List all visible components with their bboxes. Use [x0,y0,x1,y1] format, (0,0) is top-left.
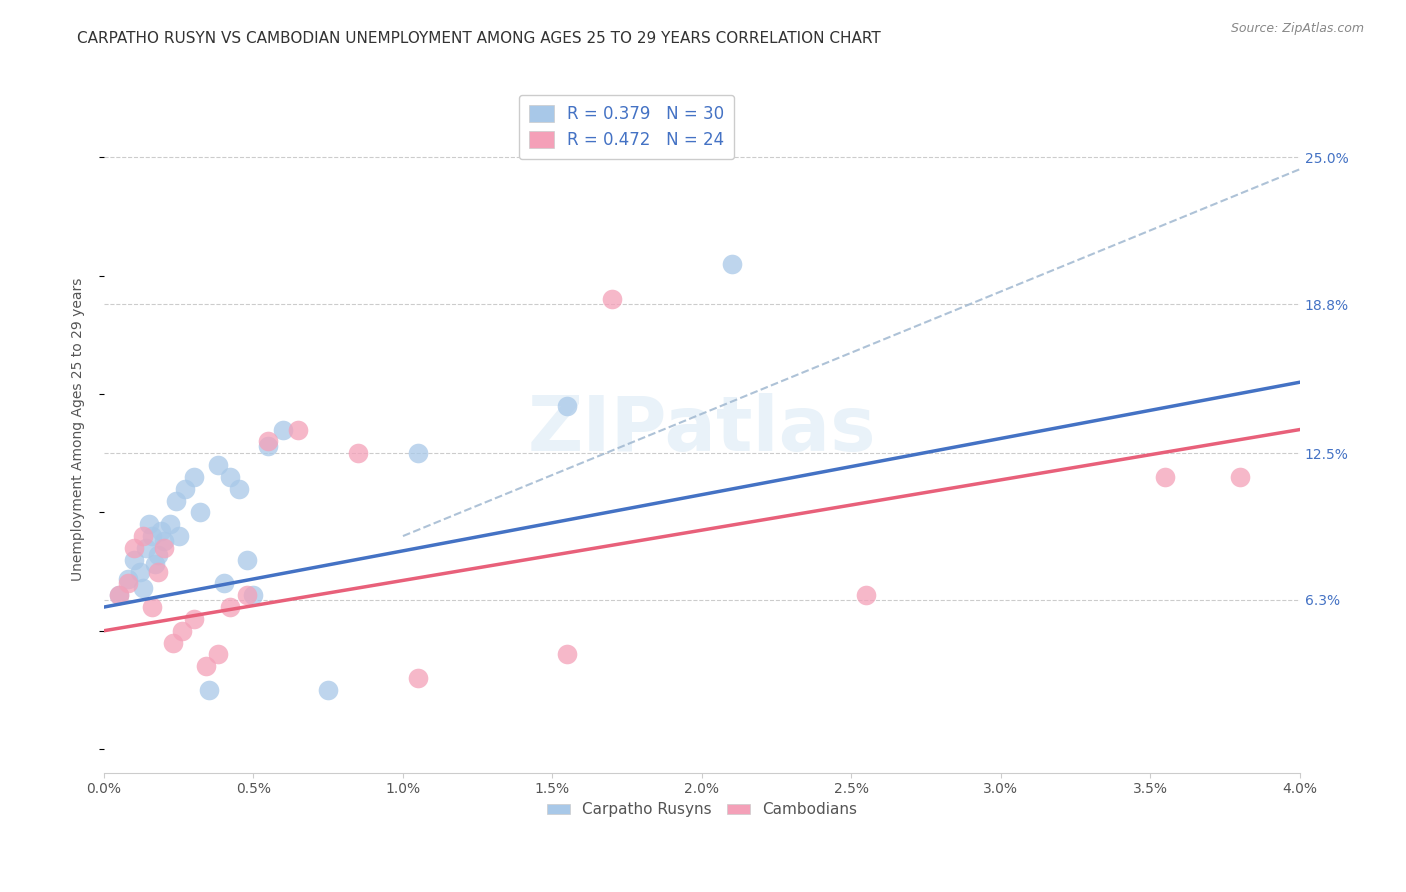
Point [236,588,259,602]
Point [228,482,250,496]
Text: CARPATHO RUSYN VS CAMBODIAN UNEMPLOYMENT AMONG AGES 25 TO 29 YEARS CORRELATION C: CARPATHO RUSYN VS CAMBODIAN UNEMPLOYMENT… [77,31,882,46]
Legend: Carpatho Rusyns, Cambodians: Carpatho Rusyns, Cambodians [541,797,863,823]
Point [122,552,145,566]
Text: ZIPatlas: ZIPatlas [527,392,876,467]
Point [183,612,205,626]
Point [207,458,229,472]
Point [183,470,205,484]
Point [316,682,339,697]
Point [406,671,429,685]
Point [197,682,219,697]
Point [152,533,174,548]
Point [855,588,877,602]
Point [108,588,131,602]
Point [557,648,579,662]
Point [257,439,280,453]
Point [1229,470,1251,484]
Point [122,541,145,555]
Point [207,648,229,662]
Point [273,423,295,437]
Point [143,558,166,572]
Point [257,434,280,449]
Point [162,635,184,649]
Point [406,446,429,460]
Point [242,588,264,602]
Point [287,423,309,437]
Point [1154,470,1177,484]
Point [132,581,155,595]
Point [720,257,742,271]
Point [141,529,163,543]
Point [128,565,150,579]
Point [173,482,195,496]
Y-axis label: Unemployment Among Ages 25 to 29 years: Unemployment Among Ages 25 to 29 years [72,278,86,582]
Point [138,517,160,532]
Point [212,576,235,591]
Point [194,659,217,673]
Point [557,399,579,413]
Point [167,529,190,543]
Point [170,624,193,638]
Point [108,588,131,602]
Point [149,524,172,539]
Point [132,529,155,543]
Point [117,576,139,591]
Point [600,293,623,307]
Point [117,572,139,586]
Point [135,541,157,555]
Point [165,493,187,508]
Point [146,565,169,579]
Point [236,552,259,566]
Text: Source: ZipAtlas.com: Source: ZipAtlas.com [1230,22,1364,36]
Point [159,517,181,532]
Point [347,446,370,460]
Point [188,505,211,519]
Point [218,600,240,615]
Point [218,470,240,484]
Point [141,600,163,615]
Point [146,548,169,562]
Point [152,541,174,555]
